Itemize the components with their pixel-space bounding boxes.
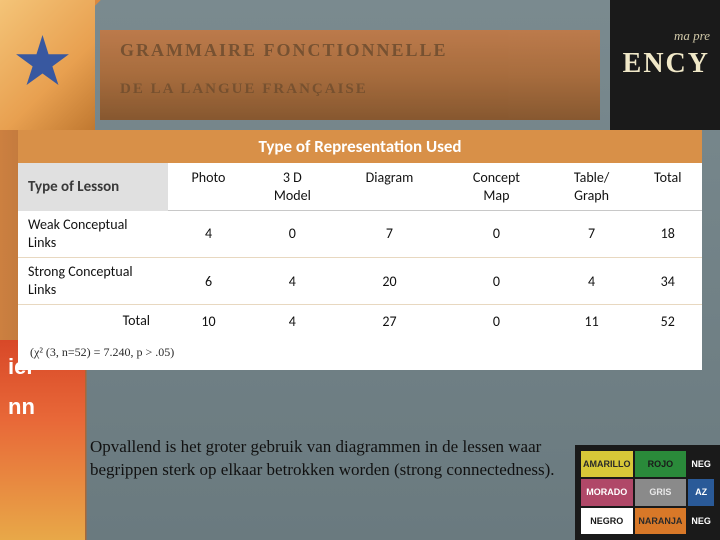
chi-square-note: (χ² (3, n=52) = 7.240, p > .05) (18, 337, 702, 370)
color-swatch: AMARILLO (581, 451, 633, 477)
bg-book-right: ma pre ENCY (610, 0, 720, 130)
table-cell: 0 (443, 257, 549, 304)
bg-ll-line2: nn (0, 394, 85, 434)
table-total-cell: 10 (168, 305, 249, 338)
color-swatch: NARANJA (635, 508, 687, 534)
bg-book-title-2: DE LA LANGUE FRANÇAISE (100, 71, 600, 108)
table-total-row: Total1042701152 (18, 305, 702, 338)
table-row-header: Type of Lesson (18, 163, 168, 211)
table-row: Weak Conceptual Links4070718 (18, 211, 702, 258)
table-col-header: ConceptMap (443, 163, 549, 211)
bg-book-band: GRAMMAIRE FONCTIONNELLE DE LA LANGUE FRA… (100, 30, 600, 120)
table-col-header: Diagram (336, 163, 443, 211)
color-swatch: ROJO (635, 451, 687, 477)
table-col-header: Table/Graph (550, 163, 634, 211)
table-body: Weak Conceptual Links4070718Strong Conce… (18, 211, 702, 338)
color-swatch: NEG (688, 508, 714, 534)
bg-color-grid: AMARILLOROJONEGMORADOGRISAZNEGRONARANJAN… (575, 445, 720, 540)
table-cell: 7 (336, 211, 443, 258)
color-swatch: NEG (688, 451, 714, 477)
color-swatch: GRIS (635, 479, 687, 505)
table-cell: 0 (443, 211, 549, 258)
caption-text: Opvallend is het groter gebruik van diag… (90, 436, 580, 482)
table-total-cell: 4 (249, 305, 336, 338)
table-cell: 0 (249, 211, 336, 258)
table-total-cell: 0 (443, 305, 549, 338)
table-row-label: Strong Conceptual Links (18, 257, 168, 304)
table-total-cell: 52 (634, 305, 702, 338)
bg-book-title-1: GRAMMAIRE FONCTIONNELLE (100, 30, 600, 71)
table-cell: 34 (634, 257, 702, 304)
table-row-label: Weak Conceptual Links (18, 211, 168, 258)
table-col-header: Total (634, 163, 702, 211)
table-col-header: 3 DModel (249, 163, 336, 211)
table-total-cell: 27 (336, 305, 443, 338)
table-cell: 18 (634, 211, 702, 258)
table-cell: 4 (168, 211, 249, 258)
data-table-panel: Type of Representation Used Type of Less… (18, 130, 702, 370)
table-cell: 4 (550, 257, 634, 304)
table-cell: 6 (168, 257, 249, 304)
color-swatch: NEGRO (581, 508, 633, 534)
table-cell: 20 (336, 257, 443, 304)
table-total-label: Total (18, 305, 168, 338)
color-swatch: MORADO (581, 479, 633, 505)
bg-right-large: ENCY (620, 48, 710, 80)
table-col-header: Photo (168, 163, 249, 211)
table-row: Strong Conceptual Links64200434 (18, 257, 702, 304)
color-swatch: AZ (688, 479, 714, 505)
table-superheader: Type of Representation Used (18, 130, 702, 163)
bg-right-small: ma pre (620, 28, 710, 44)
table-cell: 7 (550, 211, 634, 258)
crosstab-table: Type of Lesson Photo3 DModelDiagramConce… (18, 163, 702, 337)
table-total-cell: 11 (550, 305, 634, 338)
table-cell: 4 (249, 257, 336, 304)
table-header-row: Type of Lesson Photo3 DModelDiagramConce… (18, 163, 702, 211)
